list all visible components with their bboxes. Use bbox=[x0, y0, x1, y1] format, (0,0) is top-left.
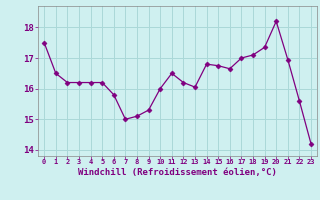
X-axis label: Windchill (Refroidissement éolien,°C): Windchill (Refroidissement éolien,°C) bbox=[78, 168, 277, 177]
